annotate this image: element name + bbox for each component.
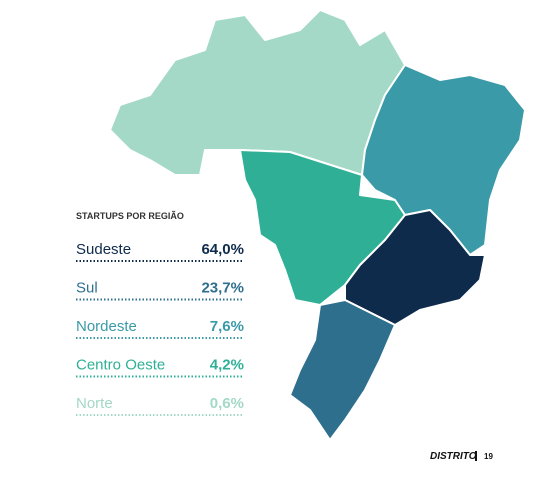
region-name: Norte	[76, 395, 113, 412]
region-name: Nordeste	[76, 318, 137, 335]
region-value: 64,0%	[201, 241, 244, 258]
region-nordeste	[361, 64, 526, 256]
region-sudeste	[344, 209, 486, 326]
region-value: 4,2%	[210, 357, 244, 374]
region-sul	[289, 299, 396, 441]
region-name: Sudeste	[76, 241, 131, 258]
region-value: 7,6%	[210, 318, 244, 335]
region-value: 0,6%	[210, 395, 244, 412]
separator	[475, 451, 477, 461]
legend: Sudeste 64,0% Sul 23,7% Nordeste 7,6% Centro O…	[76, 241, 244, 416]
region-value: 23,7%	[201, 280, 244, 297]
region-name: Sul	[76, 280, 98, 297]
brand: DISTRITO	[430, 451, 477, 462]
page-number: 19	[484, 452, 493, 461]
legend-title: STARTUPS POR REGIÃO	[76, 211, 184, 221]
region-name: Centro Oeste	[76, 357, 165, 374]
